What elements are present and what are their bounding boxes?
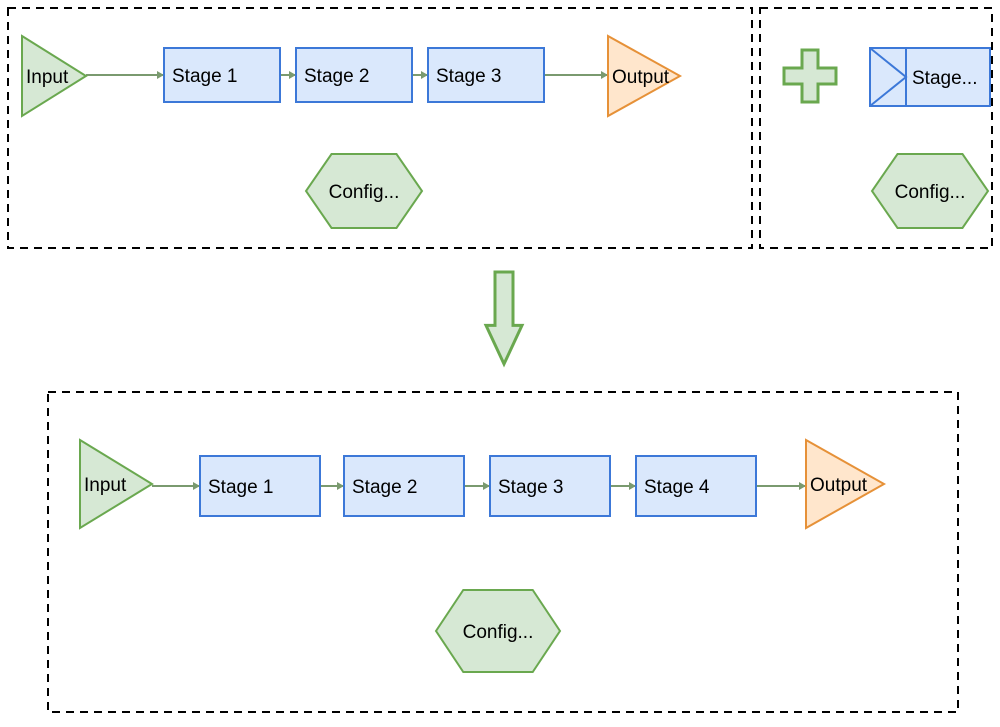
connector-tip — [289, 71, 296, 79]
connector-tip — [157, 71, 164, 79]
connector-tip — [193, 482, 200, 490]
connector-tip — [799, 482, 806, 490]
connector-tip — [601, 71, 608, 79]
top-stage-3-label: Stage 3 — [436, 66, 502, 87]
bottom-input-label: Input — [84, 475, 127, 496]
diagram-canvas: Input Stage 1 Stage 2 Stage 3 Output Config..… — [0, 0, 1000, 727]
addon-config-label: Config... — [895, 182, 966, 203]
top-config-label: Config... — [329, 182, 400, 203]
connector-tip — [629, 482, 636, 490]
bottom-stage-4-label: Stage 4 — [644, 477, 710, 498]
addon-stage-label: Stage... — [912, 68, 978, 89]
bottom-output-label: Output — [810, 475, 868, 496]
top-stage-1-label: Stage 1 — [172, 66, 238, 87]
bottom-stage-3-label: Stage 3 — [498, 477, 564, 498]
bottom-stage-1-label: Stage 1 — [208, 477, 274, 498]
connector-tip — [337, 482, 344, 490]
top-stage-2-label: Stage 2 — [304, 66, 370, 87]
top-output-label: Output — [612, 67, 670, 88]
down-arrow-icon — [486, 272, 522, 364]
bottom-config-label: Config... — [463, 622, 534, 643]
bottom-stage-2-label: Stage 2 — [352, 477, 418, 498]
plus-icon — [784, 50, 836, 102]
connector-tip — [421, 71, 428, 79]
connector-tip — [483, 482, 490, 490]
top-input-label: Input — [26, 67, 69, 88]
